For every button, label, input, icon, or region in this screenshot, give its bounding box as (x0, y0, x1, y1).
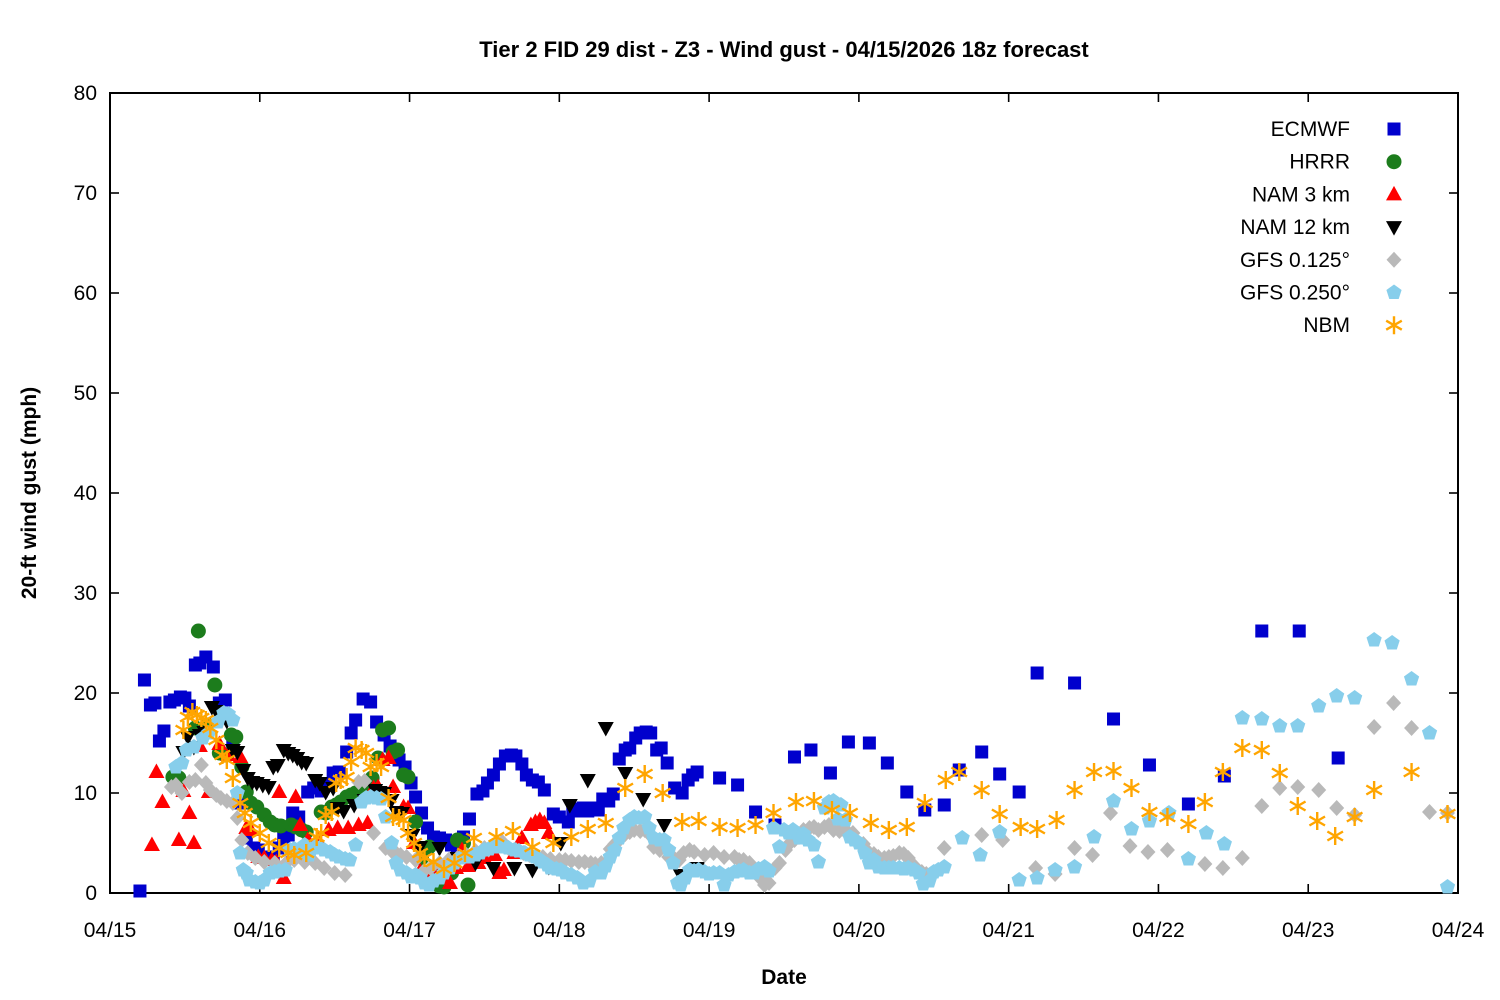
legend-label: NAM 12 km (1240, 216, 1350, 239)
legend-item-ecmwf: ECMWF (1271, 118, 1401, 141)
x-tick-label: 04/22 (1132, 919, 1185, 942)
y-tick-label: 0 (85, 882, 97, 905)
legend-item-nbm: NBM (1303, 314, 1403, 337)
legend-item-hrrr: HRRR (1289, 151, 1402, 174)
legend-marker-triangle-up-icon (1386, 185, 1402, 201)
legend-item-nam-12-km: NAM 12 km (1240, 216, 1402, 239)
series-nbm (174, 703, 1456, 878)
x-tick-label: 04/17 (383, 919, 436, 942)
y-tick-label: 30 (74, 582, 97, 605)
plot-border (109, 92, 1459, 894)
legend-marker-pentagon-icon (1386, 284, 1402, 299)
chart-title: Tier 2 FID 29 dist - Z3 - Wind gust - 04… (479, 37, 1089, 62)
legend-label: ECMWF (1271, 118, 1350, 141)
y-tick-label: 40 (74, 482, 97, 505)
x-tick-label: 04/24 (1432, 919, 1485, 942)
legend-item-gfs-0-125-: GFS 0.125° (1240, 249, 1402, 272)
data-series (133, 623, 1456, 898)
y-tick-label: 10 (74, 782, 97, 805)
legend-marker-circle-icon (1386, 154, 1402, 170)
legend-label: GFS 0.250° (1240, 282, 1350, 305)
y-axis-title: 20-ft wind gust (mph) (18, 387, 41, 599)
x-tick-label: 04/23 (1282, 919, 1335, 942)
legend-marker-asterisk-icon (1385, 316, 1403, 335)
series-ecmwf (133, 624, 1345, 898)
legend-marker-triangle-down-icon (1386, 221, 1402, 236)
x-tick-label: 04/18 (533, 919, 586, 942)
legend-marker-square-icon (1387, 122, 1401, 136)
x-tick-label: 04/19 (683, 919, 736, 942)
legend-item-nam-3-km: NAM 3 km (1252, 183, 1402, 206)
legend-label: HRRR (1289, 151, 1350, 174)
x-axis-title: Date (761, 966, 807, 989)
x-tick-label: 04/15 (84, 919, 137, 942)
x-tick-label: 04/20 (833, 919, 886, 942)
legend-marker-diamond-icon (1386, 251, 1402, 268)
y-tick-label: 50 (74, 382, 97, 405)
legend-label: NAM 3 km (1252, 183, 1350, 206)
y-tick-label: 70 (74, 182, 97, 205)
x-tick-label: 04/21 (982, 919, 1035, 942)
y-tick-label: 20 (74, 682, 97, 705)
series-gfs-0-250- (168, 632, 1456, 894)
y-tick-label: 80 (74, 82, 97, 105)
legend-item-gfs-0-250-: GFS 0.250° (1240, 282, 1402, 305)
y-tick-label: 60 (74, 282, 97, 305)
legend-label: NBM (1303, 314, 1350, 337)
axes: 04/15 04/16 04/17 04/18 04/19 04/20 04/21 04/22… (74, 82, 1485, 942)
legend: ECMWF HRRR NAM 3 km NAM 12 km GFS 0.125° GFS … (1240, 118, 1403, 337)
legend-label: GFS 0.125° (1240, 249, 1350, 272)
x-tick-label: 04/16 (233, 919, 286, 942)
